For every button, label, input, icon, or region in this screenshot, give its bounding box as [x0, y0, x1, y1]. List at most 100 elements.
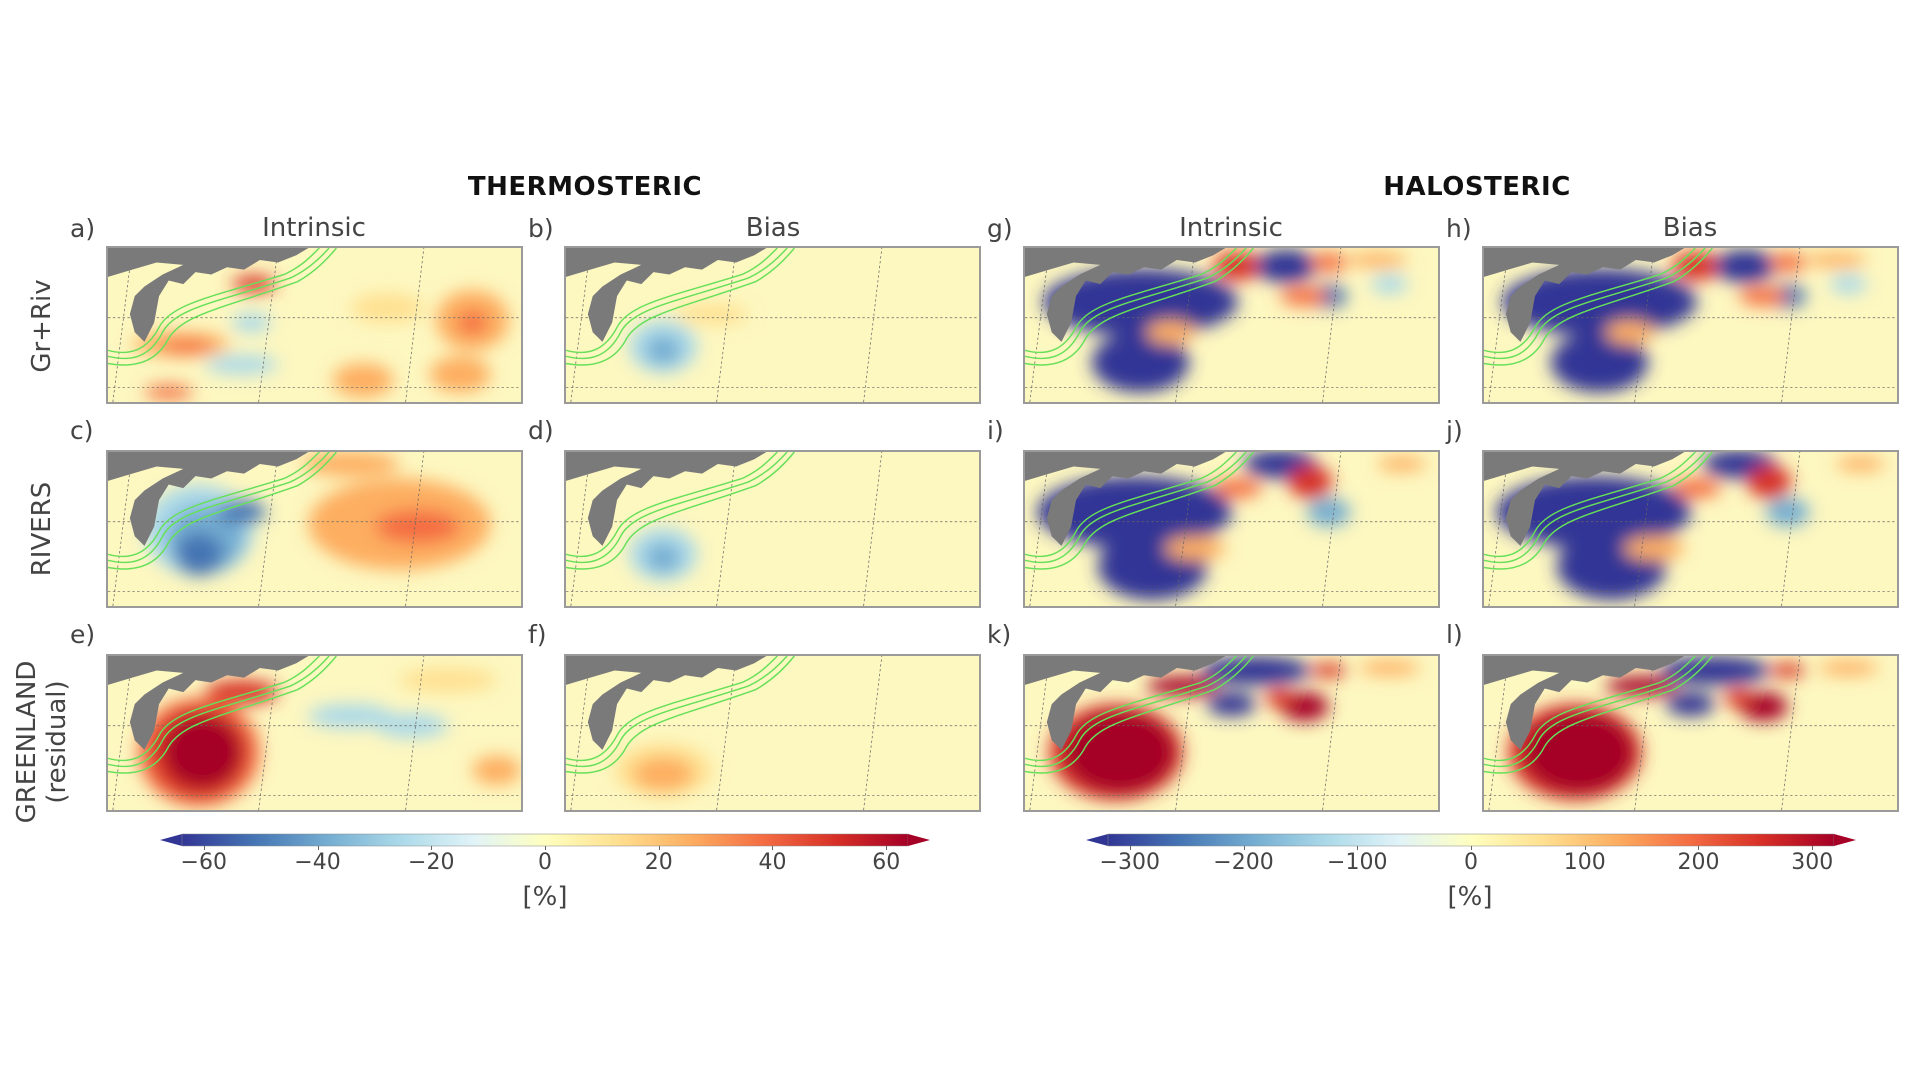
gridline-lon	[716, 656, 737, 810]
contour-line	[108, 452, 320, 558]
anomaly-blob	[1765, 497, 1810, 527]
colorbar-thermosteric-label: [%]	[522, 882, 568, 912]
row-label-greenland-line1: GREENLAND	[12, 660, 42, 824]
anomaly-blob	[457, 310, 487, 335]
contour-line	[108, 248, 330, 360]
contour-line	[108, 248, 337, 366]
map-svg	[566, 248, 979, 402]
colorbar-tick-label: −20	[408, 850, 455, 875]
colorbar-tick	[1471, 846, 1472, 850]
anomaly-blob	[646, 543, 681, 573]
land-japan	[1025, 452, 1226, 546]
contour-line	[108, 656, 337, 774]
contour-line	[566, 248, 788, 360]
gridline-lon	[405, 656, 425, 810]
row-label-gr-riv: Gr+Riv	[27, 279, 57, 373]
map-panel	[564, 654, 981, 812]
panel-label: a)	[70, 214, 96, 243]
anomaly-blob	[1805, 252, 1867, 268]
contour-line	[566, 452, 778, 558]
map-panel	[1482, 450, 1899, 608]
gridline-lon	[112, 452, 133, 606]
contour-line	[108, 656, 320, 762]
anomaly-blob	[1288, 465, 1333, 499]
current-contours	[108, 452, 337, 570]
contour-line	[1484, 452, 1696, 558]
current-contours	[1484, 452, 1713, 570]
column-title-thermo-intrinsic: Intrinsic	[262, 213, 366, 243]
colorbar-tick-label: −300	[1099, 850, 1160, 875]
colorbar-tick-label: 200	[1677, 850, 1720, 875]
colorbar-tick-label: −60	[180, 850, 227, 875]
gridline-lon	[570, 656, 591, 810]
anomaly-blob	[1524, 711, 1634, 794]
colorbar-tick-label: −200	[1213, 850, 1274, 875]
current-contours	[108, 656, 337, 774]
anomaly-blob	[1346, 252, 1408, 268]
gridline-lon	[1029, 248, 1050, 402]
anomaly-blob	[646, 335, 681, 365]
anomaly-blob	[472, 755, 521, 785]
gridline-lon	[1322, 248, 1342, 402]
map-svg	[108, 248, 521, 402]
current-contours	[566, 452, 795, 570]
panel-label: h)	[1446, 214, 1472, 243]
row-label-greenland-line2: (residual)	[42, 680, 72, 804]
contour-line	[1025, 248, 1237, 354]
anomaly-blob	[1359, 660, 1420, 676]
gridline-lon	[112, 656, 133, 810]
panel-label: i)	[987, 416, 1004, 445]
anomaly-blob	[1310, 663, 1347, 678]
map-svg	[108, 656, 521, 810]
colorbar-tick	[317, 846, 319, 850]
colorbar-thermosteric	[160, 832, 930, 847]
panel-label: g)	[987, 214, 1013, 243]
colorbar-tick	[431, 846, 433, 850]
map-panel	[1023, 654, 1440, 812]
land-japan	[108, 656, 309, 750]
colorbar-tick-label: 0	[538, 850, 552, 875]
gridline-lon	[1322, 656, 1342, 810]
colorbar-tick	[203, 846, 205, 850]
land-japan	[1484, 656, 1685, 750]
gridline-lon	[863, 248, 883, 402]
anomaly-blob	[160, 339, 214, 354]
gridline-lon	[716, 452, 737, 606]
anomaly-blob	[174, 532, 224, 576]
map-panel	[564, 450, 981, 608]
colorbar-tick	[1357, 846, 1359, 850]
column-title-thermo-bias: Bias	[745, 213, 801, 243]
anomaly-blob	[1213, 478, 1262, 498]
land-japan	[108, 452, 309, 546]
anomaly-blob	[1091, 332, 1189, 393]
anomaly-blob	[1065, 711, 1175, 794]
anomaly-blob	[144, 385, 194, 400]
colorbar-extend-min	[1086, 834, 1108, 846]
panel-label: f)	[528, 620, 547, 649]
colorbar-tick	[1243, 846, 1245, 850]
land-japan	[1025, 248, 1226, 342]
colorbar-tick-label: 100	[1563, 850, 1606, 875]
contour-line	[1484, 656, 1713, 774]
current-contours	[108, 248, 337, 366]
gridline-lon	[570, 248, 591, 402]
colorbar-tick	[1812, 846, 1814, 850]
anomaly-blob	[302, 452, 400, 477]
colorbar-extend-max	[1834, 834, 1856, 846]
column-title-halo-intrinsic: Intrinsic	[1179, 213, 1283, 243]
current-contours	[566, 656, 795, 774]
anomaly-blob	[350, 293, 424, 323]
colorbar-tick	[1698, 846, 1700, 850]
anomaly-blob	[217, 500, 266, 525]
anomaly-blob	[1164, 536, 1226, 561]
current-contours	[1484, 656, 1713, 774]
land-japan	[1484, 248, 1685, 342]
gridline-lon	[1175, 248, 1196, 402]
anomaly-blob	[1724, 688, 1754, 708]
gridline-lon	[1322, 452, 1342, 606]
panel-label: k)	[987, 620, 1012, 649]
gridline-lon	[1634, 656, 1655, 810]
anomaly-blob	[1769, 252, 1806, 273]
map-svg	[566, 452, 979, 606]
contour-line	[1025, 452, 1237, 558]
